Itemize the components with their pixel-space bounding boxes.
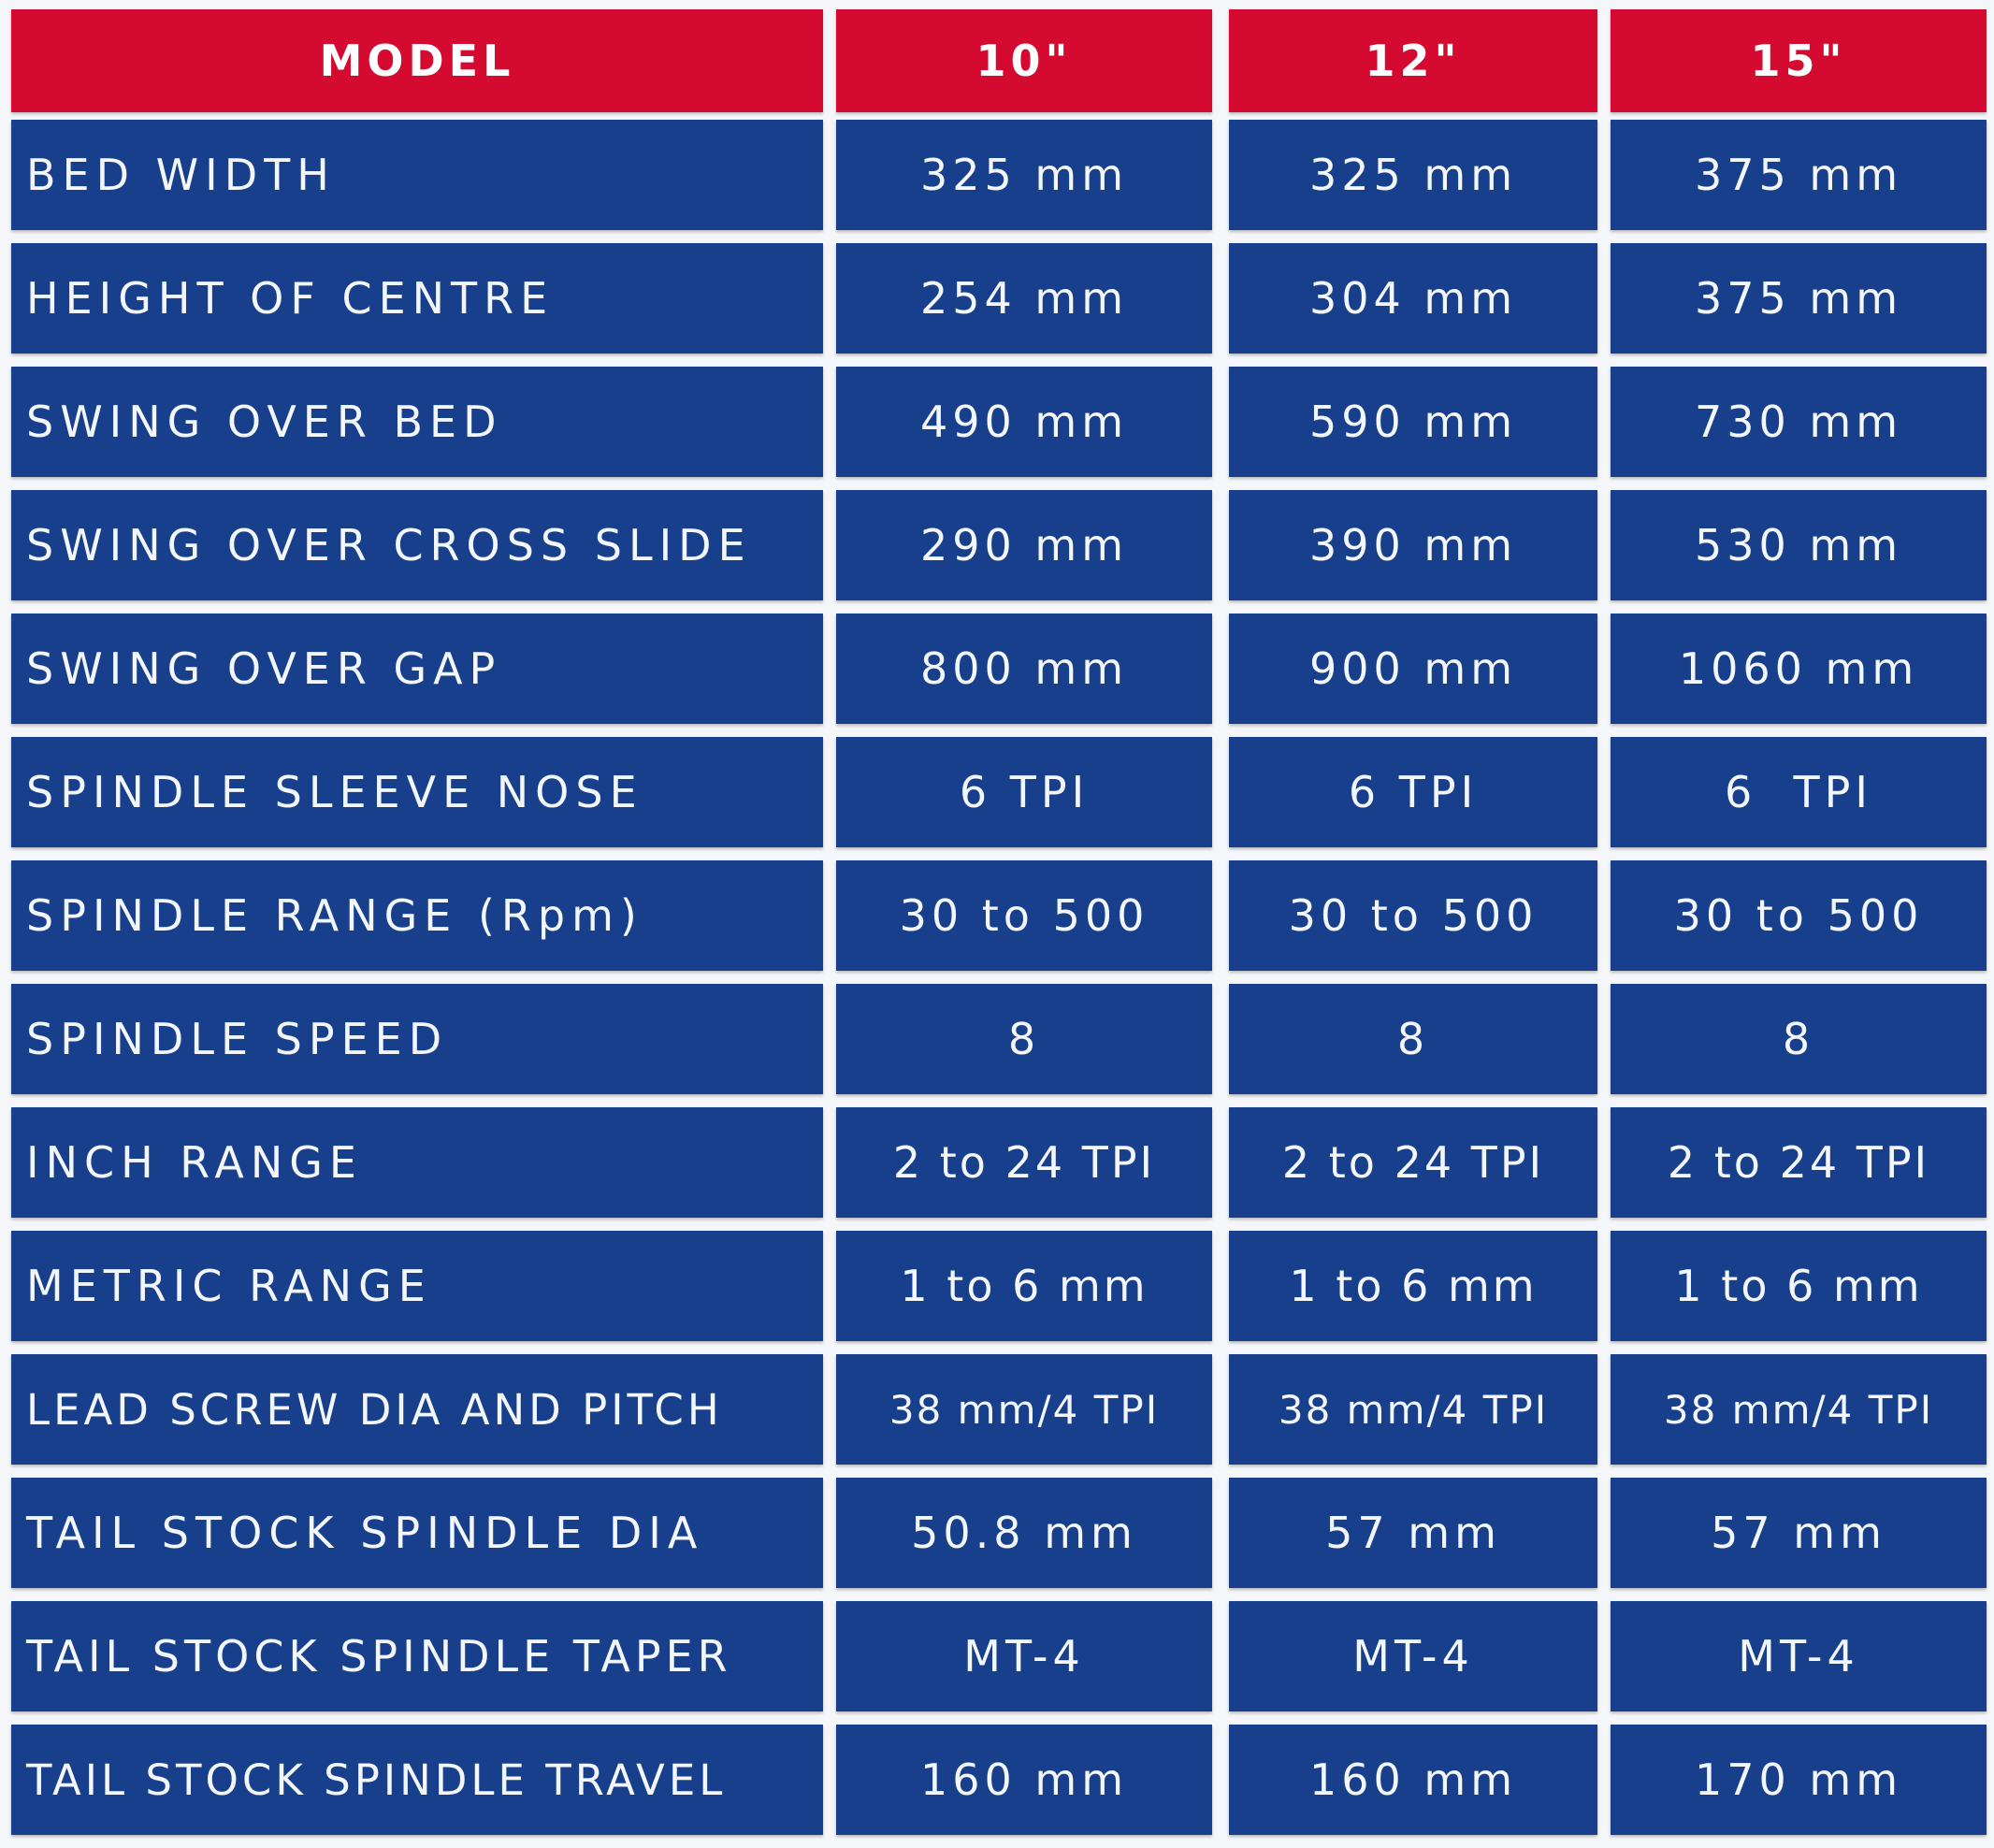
row-value: 50.8 mm [836,1478,1212,1588]
row-value: 304 mm [1229,243,1597,354]
row-value: 8 [1229,984,1597,1094]
row-value: 375 mm [1611,120,1987,230]
row-value: 30 to 500 [1229,860,1597,971]
row-value: 8 [1611,984,1987,1094]
row-value: 1 to 6 mm [836,1231,1212,1341]
row-value: 30 to 500 [836,860,1212,971]
row-value: 160 mm [1229,1725,1597,1835]
row-label-inch-range: INCH RANGE [11,1107,823,1218]
row-value: 57 mm [1229,1478,1597,1588]
row-value: MT-4 [1611,1601,1987,1711]
row-label-tail-stock-spindle-travel: TAIL STOCK SPINDLE TRAVEL [11,1725,823,1835]
row-value: 800 mm [836,614,1212,724]
row-value: 290 mm [836,490,1212,600]
row-value: MT-4 [1229,1601,1597,1711]
row-label-swing-over-bed: SWING OVER BED [11,367,823,477]
row-value: 160 mm [836,1725,1212,1835]
row-value: MT-4 [836,1601,1212,1711]
header-model-label: MODEL [11,9,823,112]
row-value: 1060 mm [1611,614,1987,724]
row-value: 325 mm [836,120,1212,230]
row-label-swing-over-cross-slide: SWING OVER CROSS SLIDE [11,490,823,600]
row-label-spindle-speed: SPINDLE SPEED [11,984,823,1094]
row-value: 6 TPI [1611,737,1987,847]
row-label-swing-over-gap: SWING OVER GAP [11,614,823,724]
row-label-tail-stock-spindle-dia: TAIL STOCK SPINDLE DIA [11,1478,823,1588]
header-model-15: 15" [1611,9,1987,112]
row-value: 730 mm [1611,367,1987,477]
row-value: 2 to 24 TPI [836,1107,1212,1218]
row-value: 375 mm [1611,243,1987,354]
row-value: 8 [836,984,1212,1094]
header-model-12: 12" [1229,9,1597,112]
row-value: 590 mm [1229,367,1597,477]
row-value: 1 to 6 mm [1229,1231,1597,1341]
header-model-10: 10" [836,9,1212,112]
row-value: 57 mm [1611,1478,1987,1588]
row-label-lead-screw-dia-and-pitch: LEAD SCREW DIA AND PITCH [11,1354,823,1465]
row-label-tail-stock-spindle-taper: TAIL STOCK SPINDLE TAPER [11,1601,823,1711]
row-value: 254 mm [836,243,1212,354]
row-label-spindle-sleeve-nose: SPINDLE SLEEVE NOSE [11,737,823,847]
row-value: 38 mm/4 TPI [1229,1354,1597,1465]
row-value: 30 to 500 [1611,860,1987,971]
row-value: 2 to 24 TPI [1611,1107,1987,1218]
row-value: 530 mm [1611,490,1987,600]
row-value: 490 mm [836,367,1212,477]
row-label-height-of-centre: HEIGHT OF CENTRE [11,243,823,354]
row-value: 170 mm [1611,1725,1987,1835]
row-label-spindle-range: SPINDLE RANGE (Rpm) [11,860,823,971]
row-value: 6 TPI [836,737,1212,847]
row-label-metric-range: METRIC RANGE [11,1231,823,1341]
row-value: 2 to 24 TPI [1229,1107,1597,1218]
row-value: 38 mm/4 TPI [1611,1354,1987,1465]
row-value: 38 mm/4 TPI [836,1354,1212,1465]
row-value: 6 TPI [1229,737,1597,847]
row-value: 325 mm [1229,120,1597,230]
row-value: 1 to 6 mm [1611,1231,1987,1341]
row-value: 900 mm [1229,614,1597,724]
row-label-bed-width: BED WIDTH [11,120,823,230]
row-value: 390 mm [1229,490,1597,600]
